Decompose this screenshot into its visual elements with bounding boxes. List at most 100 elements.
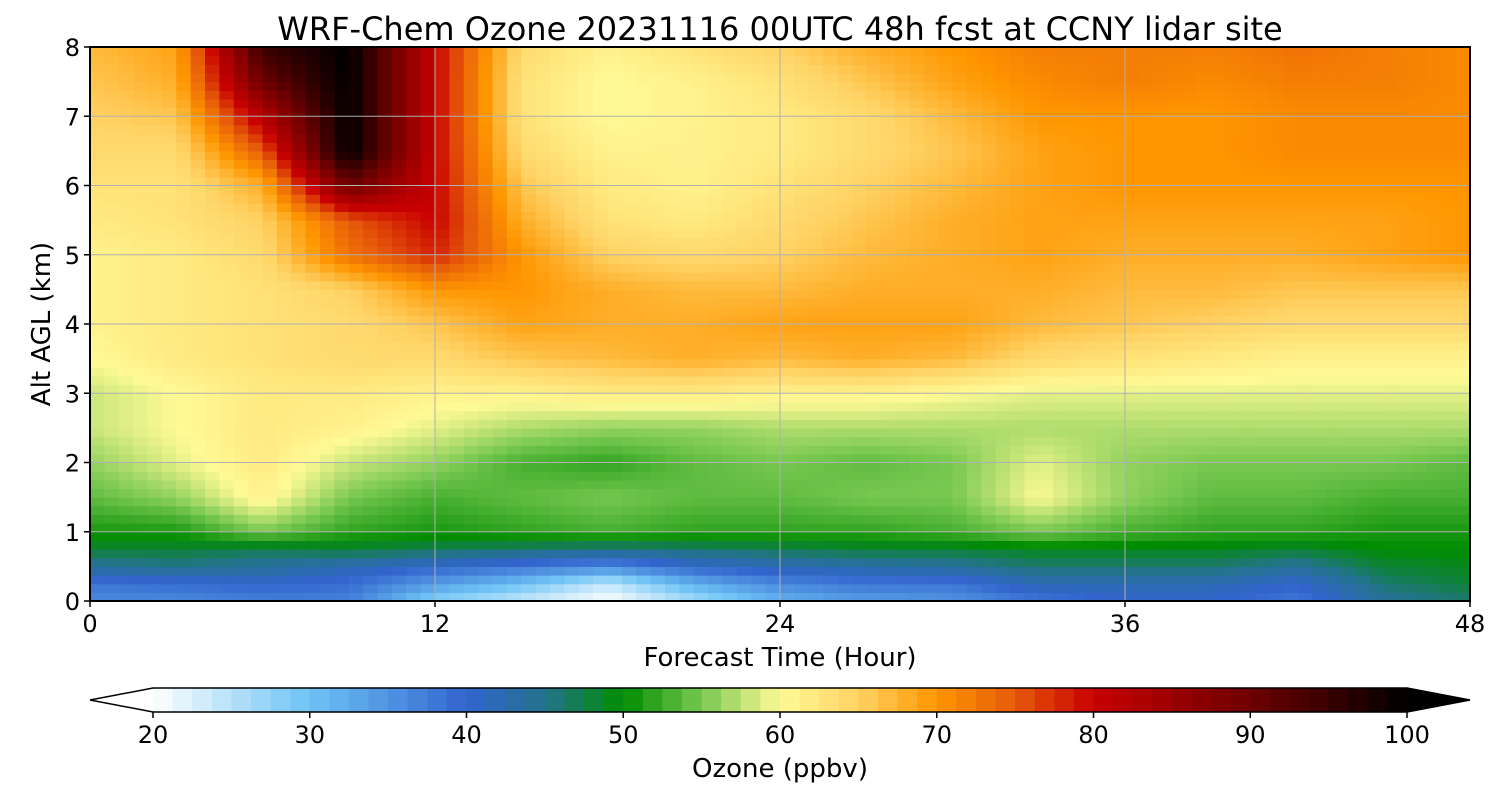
heatmap-cell xyxy=(1283,514,1299,524)
heatmap-cell xyxy=(406,185,422,195)
heatmap-cell xyxy=(823,324,839,334)
heatmap-cell xyxy=(1297,246,1313,256)
heatmap-cell xyxy=(1441,505,1457,516)
heatmap-cell xyxy=(1426,254,1442,265)
heatmap-cell xyxy=(1455,332,1470,342)
heatmap-cell xyxy=(1182,393,1198,403)
heatmap-cell xyxy=(923,375,939,386)
heatmap-cell xyxy=(478,194,494,204)
heatmap-cell xyxy=(1441,349,1457,360)
heatmap-cell xyxy=(478,324,494,334)
heatmap-cell xyxy=(1340,375,1356,386)
heatmap-cell xyxy=(176,419,192,429)
heatmap-cell xyxy=(248,549,264,559)
heatmap-cell xyxy=(248,220,264,230)
heatmap-cell xyxy=(435,427,450,438)
heatmap-cell xyxy=(880,583,896,593)
heatmap-cell xyxy=(636,445,652,455)
heatmap-cell xyxy=(1053,367,1069,377)
heatmap-cell xyxy=(621,566,637,576)
heatmap-cell xyxy=(233,237,249,247)
heatmap-cell xyxy=(406,514,422,524)
heatmap-cell xyxy=(190,349,206,360)
heatmap-cell xyxy=(851,436,867,446)
heatmap-cell xyxy=(880,375,896,386)
heatmap-cell xyxy=(1426,176,1442,187)
heatmap-cell xyxy=(1110,531,1126,542)
heatmap-cell xyxy=(550,228,565,239)
heatmap-cell xyxy=(1283,592,1299,601)
heatmap-cell xyxy=(1182,557,1198,567)
heatmap-cell xyxy=(1053,315,1069,325)
heatmap-cell xyxy=(449,272,465,282)
heatmap-cell xyxy=(463,341,479,351)
heatmap-cell xyxy=(1024,246,1040,256)
heatmap-cell xyxy=(334,549,350,559)
heatmap-cell xyxy=(449,583,465,593)
heatmap-cell xyxy=(1326,505,1342,516)
heatmap-cell xyxy=(205,419,220,429)
heatmap-cell xyxy=(1153,358,1169,368)
heatmap-cell xyxy=(578,272,594,282)
heatmap-cell xyxy=(1024,280,1040,290)
heatmap-cell xyxy=(391,540,407,550)
heatmap-cell xyxy=(276,332,292,342)
heatmap-cell xyxy=(1024,471,1040,481)
heatmap-cell xyxy=(636,332,652,342)
heatmap-cell xyxy=(1340,176,1356,187)
heatmap-cell xyxy=(938,272,954,282)
heatmap-cell xyxy=(823,419,839,429)
heatmap-cell xyxy=(952,220,968,230)
heatmap-cell xyxy=(722,237,738,247)
heatmap-cell xyxy=(736,410,752,420)
heatmap-cell xyxy=(1038,246,1054,256)
heatmap-cell xyxy=(1369,341,1385,351)
heatmap-cell xyxy=(1211,358,1227,368)
heatmap-cell xyxy=(880,324,896,334)
heatmap-cell xyxy=(1311,159,1327,169)
heatmap-cell xyxy=(1355,332,1370,342)
heatmap-cell xyxy=(837,358,853,368)
heatmap-cell xyxy=(435,531,450,542)
heatmap-cell xyxy=(679,272,695,282)
heatmap-cell xyxy=(363,150,379,161)
heatmap-cell xyxy=(650,375,666,386)
heatmap-cell xyxy=(765,315,781,325)
heatmap-cell xyxy=(636,540,652,550)
heatmap-cell xyxy=(722,393,738,403)
heatmap-cell xyxy=(780,549,795,559)
heatmap-cell xyxy=(291,505,307,516)
heatmap-cell xyxy=(363,531,379,542)
heatmap-cell xyxy=(1096,384,1112,394)
heatmap-cell xyxy=(1053,306,1069,316)
heatmap-cell xyxy=(205,237,220,247)
heatmap-cell xyxy=(966,150,982,161)
heatmap-cell xyxy=(190,488,206,498)
heatmap-cell xyxy=(161,523,177,533)
heatmap-cell xyxy=(780,445,795,455)
heatmap-cell xyxy=(276,168,292,178)
heatmap-cell xyxy=(823,557,839,567)
heatmap-cell xyxy=(966,246,982,256)
heatmap-cell xyxy=(550,150,565,161)
heatmap-cell xyxy=(564,280,580,290)
heatmap-cell xyxy=(1268,237,1284,247)
heatmap-cell xyxy=(535,583,551,593)
heatmap-cell xyxy=(233,185,249,195)
heatmap-cell xyxy=(305,315,321,325)
heatmap-cell xyxy=(1240,211,1255,221)
heatmap-cell xyxy=(1383,185,1399,195)
heatmap-cell xyxy=(190,176,206,187)
heatmap-cell xyxy=(1340,393,1356,403)
heatmap-cell xyxy=(190,410,206,420)
heatmap-cell xyxy=(118,419,134,429)
heatmap-cell xyxy=(535,523,551,533)
heatmap-cell xyxy=(722,358,738,368)
heatmap-cell xyxy=(1139,549,1155,559)
heatmap-cell xyxy=(506,254,522,265)
heatmap-cell xyxy=(880,497,896,507)
heatmap-cell xyxy=(1053,488,1069,498)
heatmap-cell xyxy=(1096,453,1112,464)
heatmap-cell xyxy=(1168,324,1184,334)
